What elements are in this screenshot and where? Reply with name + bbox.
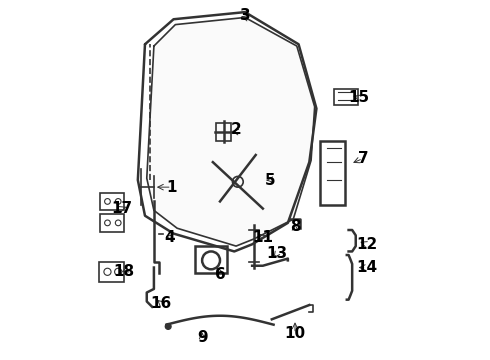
Bar xyxy=(217,123,231,141)
Text: 4: 4 xyxy=(165,230,175,245)
Bar xyxy=(320,141,345,205)
Circle shape xyxy=(165,324,171,329)
Text: 6: 6 xyxy=(215,267,225,282)
Text: 18: 18 xyxy=(113,264,134,279)
Text: 3: 3 xyxy=(240,8,250,23)
Bar xyxy=(334,89,358,105)
Text: 11: 11 xyxy=(252,230,273,245)
Text: 16: 16 xyxy=(150,296,172,311)
Bar xyxy=(100,193,123,210)
Bar xyxy=(195,246,227,273)
Text: 2: 2 xyxy=(231,122,242,138)
Text: 9: 9 xyxy=(197,330,207,345)
Text: 13: 13 xyxy=(267,246,288,261)
Text: 8: 8 xyxy=(290,219,300,234)
Text: 7: 7 xyxy=(358,151,368,166)
Polygon shape xyxy=(147,18,315,246)
Text: 5: 5 xyxy=(265,172,275,188)
Text: 15: 15 xyxy=(349,90,370,105)
Text: 12: 12 xyxy=(356,237,377,252)
Text: 17: 17 xyxy=(111,201,132,216)
Bar xyxy=(98,262,123,282)
Text: 10: 10 xyxy=(285,326,306,341)
Text: 1: 1 xyxy=(167,180,177,195)
Bar xyxy=(100,214,123,232)
Text: 14: 14 xyxy=(356,260,377,275)
